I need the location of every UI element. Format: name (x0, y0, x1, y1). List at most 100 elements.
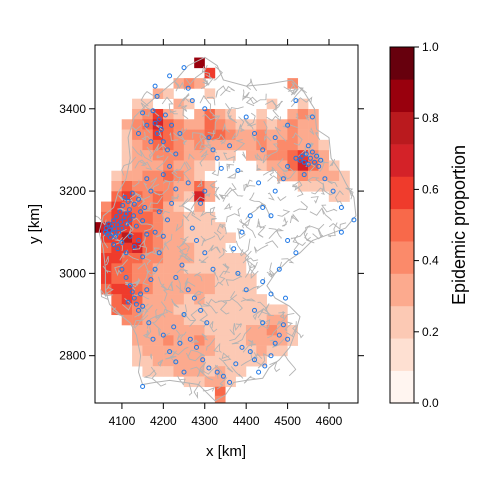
heatmap-cell (194, 253, 205, 264)
y-tick-label: 3400 (59, 102, 86, 116)
colorbar-tick-label: 1.0 (422, 40, 439, 54)
heatmap-cell (318, 150, 330, 161)
heatmap-cell (121, 304, 133, 316)
heatmap-cell (173, 232, 185, 244)
heatmap-cell (297, 98, 309, 110)
district-boundary (304, 142, 314, 157)
heatmap-cell (204, 67, 216, 79)
heatmap-cell (142, 283, 154, 295)
district-boundary (149, 143, 165, 159)
heatmap-cell (152, 108, 164, 120)
heatmap-cell (152, 170, 164, 182)
heatmap-cell (173, 139, 185, 151)
district-boundary (216, 377, 228, 390)
case-point (194, 344, 199, 350)
heatmap-cell (183, 139, 195, 151)
district-boundary (171, 193, 180, 201)
heatmap-cell (142, 263, 154, 274)
heatmap-cell (163, 304, 174, 316)
heatmap-cell (111, 283, 123, 295)
district-boundary (258, 353, 269, 368)
case-point (156, 116, 162, 122)
district-boundary (211, 133, 227, 145)
district-boundary (182, 161, 192, 181)
heatmap-cell (235, 273, 247, 285)
heatmap-cell (132, 263, 143, 274)
heatmap-cell (152, 263, 164, 274)
district-boundary (247, 112, 256, 127)
case-point (125, 198, 131, 204)
heatmap-cell (152, 191, 164, 202)
district-boundary (213, 231, 225, 241)
case-point (256, 180, 262, 186)
district-boundary (191, 210, 201, 222)
heatmap-cell (287, 325, 299, 336)
district-boundary (131, 146, 153, 162)
heatmap-cell (173, 325, 185, 336)
district-boundary (202, 386, 216, 392)
heatmap-cell (132, 294, 143, 305)
district-boundary (132, 240, 147, 250)
heatmap-cell (163, 108, 174, 120)
district-boundary (307, 177, 320, 184)
heatmap-cell (132, 150, 143, 161)
case-point (129, 190, 135, 196)
heatmap-cell (204, 242, 216, 254)
district-boundary (137, 303, 149, 317)
district-boundary (245, 78, 258, 92)
case-point (115, 246, 121, 252)
case-point (112, 226, 117, 232)
district-boundary (226, 169, 244, 179)
district-boundary (283, 353, 297, 377)
heatmap-cell (256, 160, 267, 172)
heatmap-cell (121, 242, 133, 254)
x-tick-label: 4100 (109, 414, 136, 428)
district-boundary (119, 252, 125, 261)
district-boundary (228, 106, 244, 115)
heatmap-cell (287, 150, 299, 161)
heatmap-cell (121, 160, 133, 172)
district-boundary (271, 100, 283, 107)
district-boundary (193, 380, 201, 400)
district-boundary (176, 245, 195, 262)
heatmap-cell (142, 335, 154, 346)
district-boundary (247, 339, 254, 347)
district-boundary (212, 270, 219, 281)
district-boundary (287, 81, 298, 93)
district-boundary (244, 264, 252, 278)
case-point (110, 230, 116, 236)
heatmap-cell (277, 150, 288, 161)
colorbar-block (390, 208, 414, 242)
district-boundary (199, 149, 209, 167)
district-boundary (321, 208, 332, 221)
colorbar-tick-label: 0.8 (422, 111, 439, 125)
district-boundary (182, 93, 190, 102)
heatmap-cell (214, 232, 226, 244)
heatmap-cell (204, 191, 216, 202)
district-boundary (223, 202, 233, 210)
heatmap-cell (277, 119, 288, 130)
heatmap-cell (132, 325, 143, 336)
heatmap-cell (132, 181, 143, 192)
district-boundary (321, 204, 338, 213)
district-boundary (161, 143, 175, 157)
heatmap-cell (183, 181, 195, 192)
heatmap-cell (225, 263, 236, 274)
case-point (231, 246, 237, 252)
colorbar-tick-label: 0.0 (422, 396, 439, 410)
case-point (160, 139, 166, 145)
district-boundary (129, 191, 142, 209)
heatmap-cell (256, 335, 267, 346)
heatmap-cell (173, 355, 185, 367)
heatmap-cell (214, 294, 226, 305)
district-boundary (328, 222, 347, 230)
case-point (181, 369, 187, 375)
district-boundary (142, 120, 151, 134)
district-boundary (277, 209, 291, 217)
district-boundary (137, 262, 149, 286)
district-boundary (200, 235, 216, 242)
case-point (214, 155, 220, 161)
case-point (202, 250, 208, 256)
heatmap-cell (183, 304, 195, 316)
district-boundary (206, 96, 216, 106)
